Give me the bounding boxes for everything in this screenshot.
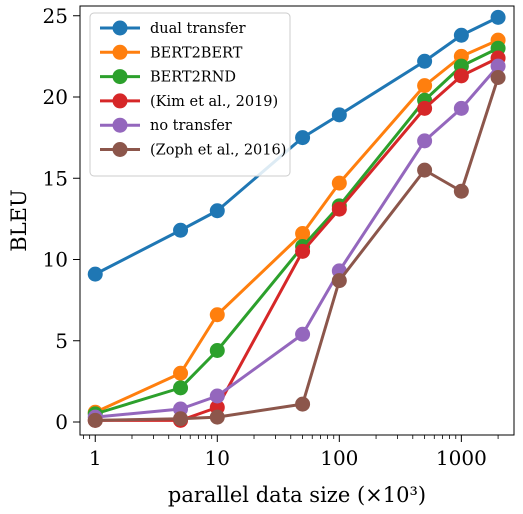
y-tick-label: 25 bbox=[43, 4, 68, 28]
data-point bbox=[295, 396, 311, 412]
x-tick-label: 1000 bbox=[436, 446, 487, 470]
x-tick-label: 10 bbox=[205, 446, 230, 470]
series-line bbox=[94, 38, 499, 414]
data-point bbox=[331, 273, 347, 289]
data-point bbox=[417, 100, 433, 116]
legend-marker bbox=[112, 142, 128, 157]
data-point bbox=[173, 365, 189, 381]
data-point bbox=[87, 266, 103, 282]
data-point bbox=[490, 58, 506, 74]
data-point bbox=[87, 412, 103, 428]
data-point bbox=[173, 411, 189, 427]
x-tick-label: 1 bbox=[89, 446, 102, 470]
y-tick-label: 0 bbox=[55, 410, 68, 434]
legend-label: BERT2RND bbox=[150, 70, 236, 86]
data-point bbox=[417, 133, 433, 149]
y-tick-label: 10 bbox=[43, 248, 68, 272]
legend-marker bbox=[112, 20, 128, 36]
data-point bbox=[209, 307, 225, 323]
axis-ticks: 1 10 100 1000 0 5 10 15 20 25 bbox=[43, 4, 499, 470]
data-point bbox=[173, 380, 189, 396]
y-axis-label: BLEU bbox=[7, 189, 31, 251]
data-point bbox=[295, 326, 311, 342]
data-point bbox=[331, 107, 347, 123]
data-point bbox=[417, 162, 433, 178]
legend-label: (Zoph et al., 2016) bbox=[150, 143, 286, 159]
x-axis-label: parallel data size (×10³) bbox=[168, 483, 426, 507]
data-point bbox=[209, 203, 225, 219]
data-point bbox=[453, 100, 469, 116]
data-point bbox=[453, 68, 469, 84]
legend-item: (Zoph et al., 2016) bbox=[100, 142, 286, 159]
legend-label: no transfer bbox=[150, 118, 232, 134]
data-point bbox=[417, 53, 433, 69]
data-point bbox=[331, 201, 347, 217]
plot-marks bbox=[87, 9, 506, 428]
data-point bbox=[295, 226, 311, 241]
data-point bbox=[331, 175, 347, 191]
x-tick-label: 100 bbox=[320, 446, 358, 470]
legend-marker bbox=[112, 69, 128, 85]
legend: dual transfer BERT2BERT BERT2RND (Kim et al… bbox=[89, 12, 291, 177]
legend-item: dual transfer bbox=[100, 20, 246, 37]
data-point bbox=[417, 78, 433, 94]
series-5 bbox=[87, 70, 506, 428]
data-point bbox=[295, 243, 311, 259]
data-point bbox=[295, 130, 311, 146]
data-point bbox=[490, 70, 506, 85]
legend-item: BERT2RND bbox=[100, 69, 236, 86]
legend-marker bbox=[112, 44, 128, 60]
data-point bbox=[453, 27, 469, 43]
legend-item: BERT2BERT bbox=[100, 44, 243, 61]
legend-label: BERT2BERT bbox=[150, 45, 243, 61]
legend-item: (Kim et al., 2019) bbox=[100, 93, 278, 110]
legend-label: dual transfer bbox=[150, 21, 246, 37]
data-point bbox=[490, 9, 506, 25]
y-tick-label: 5 bbox=[55, 329, 68, 353]
y-tick-label: 15 bbox=[43, 166, 68, 190]
data-point bbox=[209, 388, 225, 404]
plot-area-frame bbox=[79, 5, 515, 436]
data-point bbox=[209, 343, 225, 358]
data-point bbox=[173, 222, 189, 238]
data-point bbox=[453, 183, 469, 199]
legend-item: no transfer bbox=[100, 117, 232, 134]
legend-marker bbox=[112, 117, 128, 133]
data-point bbox=[209, 409, 225, 425]
y-tick-label: 20 bbox=[43, 85, 68, 109]
series-0 bbox=[87, 9, 506, 282]
legend-label: (Kim et al., 2019) bbox=[150, 94, 278, 110]
legend-marker bbox=[112, 93, 128, 109]
